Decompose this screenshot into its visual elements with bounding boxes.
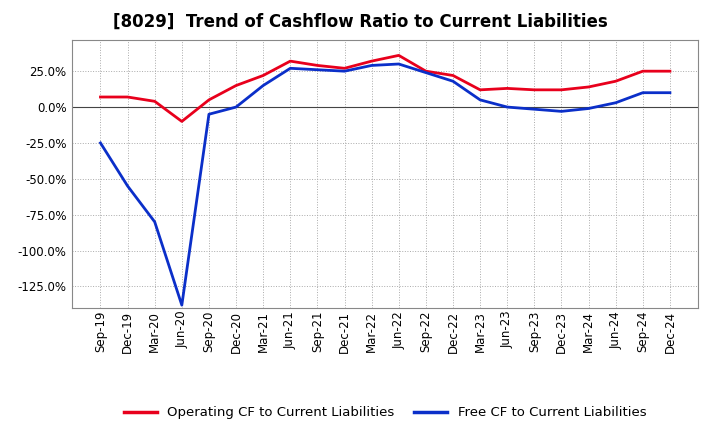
Operating CF to Current Liabilities [178,119,186,124]
Operating CF to Current Liabilities [123,94,132,99]
Operating CF to Current Liabilities [476,87,485,92]
Operating CF to Current Liabilities [611,79,620,84]
Line: Operating CF to Current Liabilities: Operating CF to Current Liabilities [101,55,670,121]
Operating CF to Current Liabilities [96,94,105,99]
Free CF to Current Liabilities [421,70,430,75]
Operating CF to Current Liabilities [503,86,511,91]
Operating CF to Current Liabilities [232,83,240,88]
Free CF to Current Liabilities [503,104,511,110]
Operating CF to Current Liabilities [530,87,539,92]
Operating CF to Current Liabilities [313,63,322,68]
Free CF to Current Liabilities [557,109,566,114]
Operating CF to Current Liabilities [341,66,349,71]
Legend: Operating CF to Current Liabilities, Free CF to Current Liabilities: Operating CF to Current Liabilities, Fre… [119,400,652,424]
Free CF to Current Liabilities [639,90,647,95]
Free CF to Current Liabilities [341,69,349,74]
Free CF to Current Liabilities [611,100,620,106]
Free CF to Current Liabilities [204,112,213,117]
Operating CF to Current Liabilities [395,53,403,58]
Operating CF to Current Liabilities [449,73,457,78]
Operating CF to Current Liabilities [557,87,566,92]
Operating CF to Current Liabilities [259,73,268,78]
Free CF to Current Liabilities [395,61,403,66]
Free CF to Current Liabilities [286,66,294,71]
Line: Free CF to Current Liabilities: Free CF to Current Liabilities [101,64,670,305]
Operating CF to Current Liabilities [665,69,674,74]
Operating CF to Current Liabilities [367,59,376,64]
Free CF to Current Liabilities [232,104,240,110]
Text: [8029]  Trend of Cashflow Ratio to Current Liabilities: [8029] Trend of Cashflow Ratio to Curren… [112,13,608,31]
Free CF to Current Liabilities [665,90,674,95]
Free CF to Current Liabilities [313,67,322,73]
Free CF to Current Liabilities [123,183,132,189]
Free CF to Current Liabilities [150,219,159,224]
Operating CF to Current Liabilities [204,97,213,103]
Free CF to Current Liabilities [584,106,593,111]
Operating CF to Current Liabilities [150,99,159,104]
Free CF to Current Liabilities [178,302,186,308]
Free CF to Current Liabilities [476,97,485,103]
Free CF to Current Liabilities [449,79,457,84]
Free CF to Current Liabilities [96,140,105,146]
Operating CF to Current Liabilities [286,59,294,64]
Free CF to Current Liabilities [530,106,539,112]
Free CF to Current Liabilities [367,63,376,68]
Free CF to Current Liabilities [259,83,268,88]
Operating CF to Current Liabilities [421,69,430,74]
Operating CF to Current Liabilities [584,84,593,90]
Operating CF to Current Liabilities [639,69,647,74]
